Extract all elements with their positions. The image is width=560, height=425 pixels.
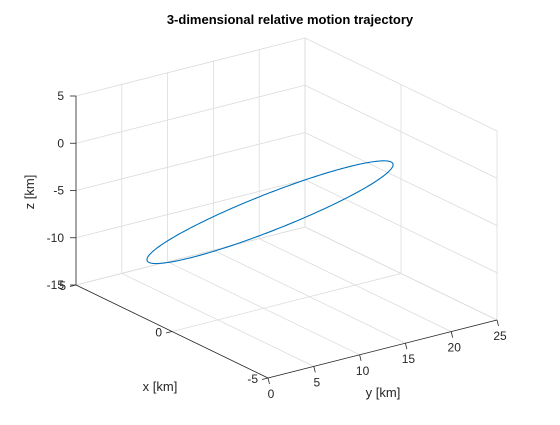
y-tick-label: 10 — [356, 364, 370, 378]
grid-line — [171, 273, 402, 332]
grid-line — [213, 249, 406, 344]
y-tick-mark — [267, 377, 270, 385]
z-tick-label: -5 — [53, 184, 64, 198]
z-axis-label: z [km] — [22, 175, 37, 210]
grid-line — [75, 132, 306, 191]
grid-line — [304, 226, 498, 321]
x-tick-label: 5 — [59, 279, 66, 293]
y-tick-mark — [496, 319, 499, 327]
grid-line — [259, 238, 452, 332]
trajectory-line — [146, 160, 394, 265]
grid-line — [304, 132, 498, 226]
grid-line — [75, 84, 306, 144]
x-tick-label: 0 — [155, 326, 162, 340]
y-tick-label: 0 — [268, 387, 275, 401]
grid-line — [75, 226, 306, 286]
grid-line — [304, 37, 498, 132]
z-tick-label: -15 — [47, 278, 65, 292]
x-tick-label: -5 — [247, 372, 258, 386]
x-tick-mark — [165, 331, 173, 334]
series — [146, 160, 394, 265]
y-tick-label: 25 — [493, 329, 507, 343]
y-tick-mark — [359, 354, 362, 361]
grid-line — [121, 273, 314, 367]
z-tick-label: 0 — [57, 136, 64, 150]
y-tick-label: 20 — [448, 341, 462, 355]
grid-line — [75, 179, 306, 239]
grid-line — [75, 37, 306, 97]
y-axis-label: y [km] — [366, 385, 401, 400]
y-tick-mark — [313, 366, 316, 373]
y-axis-line — [267, 319, 498, 379]
y-tick-mark — [405, 343, 408, 350]
grid — [75, 37, 498, 379]
grid-line — [304, 179, 498, 274]
tick-labels: -5 0 5 0 5 10 15 20 25 -15 -10 -5 0 5 — [47, 89, 507, 401]
y-tick-label: 15 — [402, 352, 416, 366]
x-tick-mark — [261, 377, 269, 380]
z-tick-label: -10 — [47, 231, 65, 245]
grid-line — [304, 84, 498, 179]
x-axis-label: x [km] — [143, 379, 178, 394]
chart-title: 3-dimensional relative motion trajectory — [167, 12, 414, 27]
y-tick-label: 5 — [313, 375, 320, 389]
z-tick-label: 5 — [57, 89, 64, 103]
y-tick-mark — [450, 331, 454, 338]
grid-line — [167, 261, 360, 356]
axes — [69, 95, 499, 385]
